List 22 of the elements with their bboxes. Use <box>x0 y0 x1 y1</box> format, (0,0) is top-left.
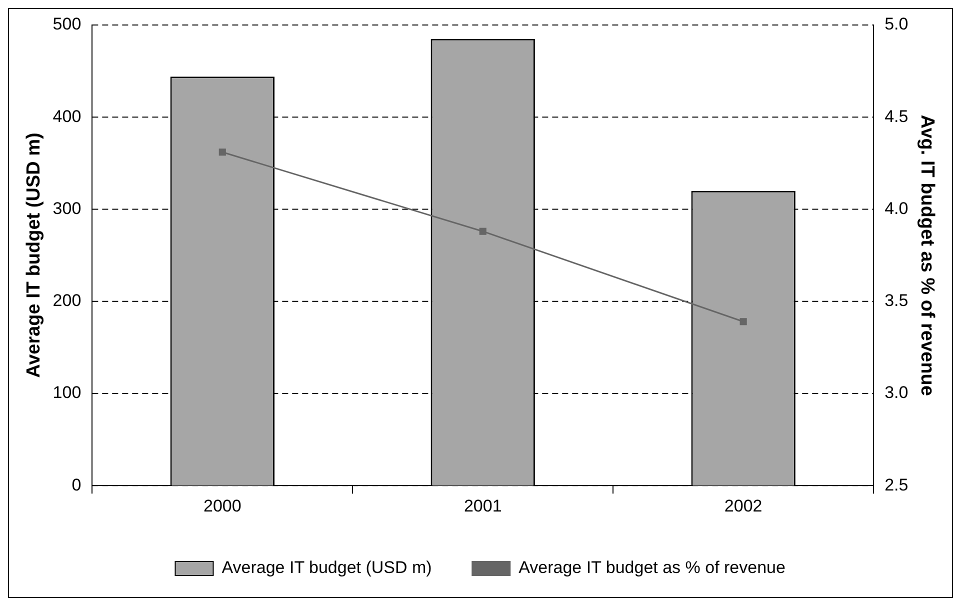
y-tick-label: 300 <box>52 198 82 218</box>
x-tick-label: 2000 <box>203 496 242 516</box>
y2-tick-label: 3.0 <box>884 383 908 402</box>
y-tick-label: 500 <box>52 14 82 34</box>
y-tick-label: 200 <box>52 291 82 310</box>
point <box>479 228 486 235</box>
y2-tick-label: 2.5 <box>884 475 908 494</box>
point <box>218 148 226 156</box>
y-tick-label: 400 <box>52 106 82 126</box>
legend-label: Average IT budget (USD m) <box>222 558 432 578</box>
y2-tick-label: 5.0 <box>884 14 908 34</box>
y-axis-title: Average IT budget (USD m) <box>24 132 45 378</box>
x-tick-label: 2002 <box>724 496 762 516</box>
y-tick-label: 100 <box>52 383 82 402</box>
y2-tick-label: 4.5 <box>884 106 908 126</box>
y2-tick-label: 3.5 <box>884 291 908 310</box>
y2-tick-label: 4.0 <box>884 198 908 218</box>
legend-label: Average IT budget as % of revenue <box>518 558 786 578</box>
point <box>740 318 747 326</box>
x-tick-label: 2001 <box>464 496 502 516</box>
y2-axis-title: Avg. IT budget as % of revenue <box>916 114 938 396</box>
y-tick-label: 0 <box>72 475 82 494</box>
